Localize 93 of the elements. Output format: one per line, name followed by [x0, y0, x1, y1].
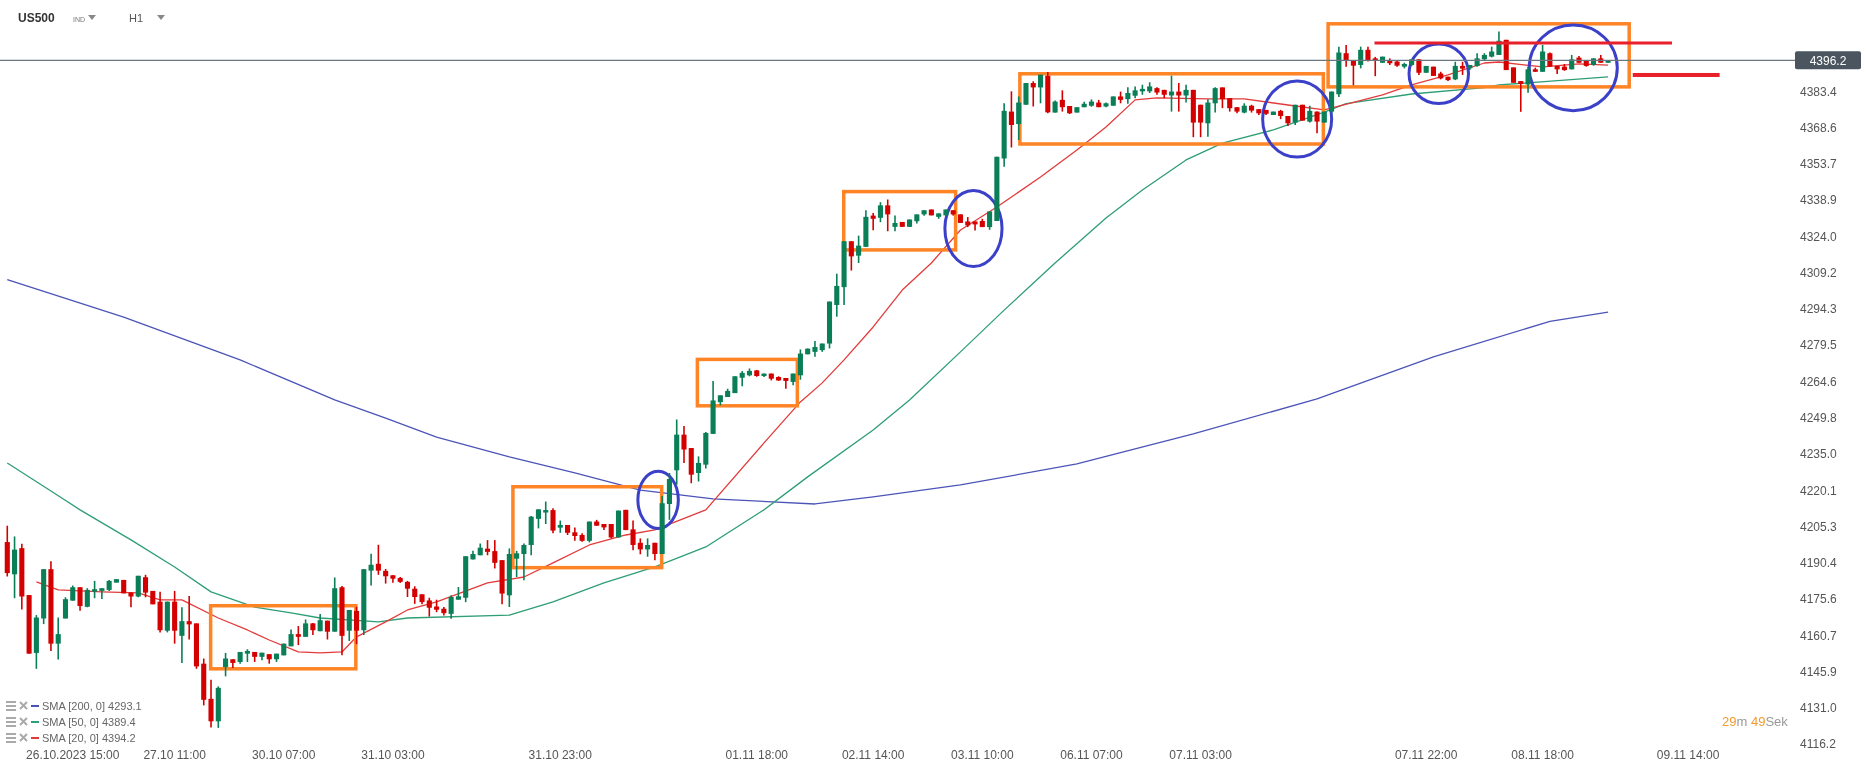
- candlestick: [543, 500, 549, 525]
- candlestick: [783, 377, 789, 390]
- x-tick-label: 27.10 11:00: [143, 748, 207, 762]
- candlestick: [1343, 44, 1349, 68]
- y-tick-label: 4116.2: [1800, 737, 1837, 752]
- candlestick: [521, 542, 527, 581]
- text: US500: [18, 11, 56, 25]
- candlestick: [987, 210, 993, 231]
- y-tick-label: 4294.3: [1800, 302, 1838, 317]
- candlestick: [1037, 73, 1044, 105]
- legend-label: SMA [50, 0] 4389.4: [42, 715, 136, 728]
- candlestick: [492, 539, 498, 570]
- candlestick: [1219, 86, 1225, 109]
- annotation: H1: [129, 12, 144, 24]
- candlestick: [1023, 82, 1029, 106]
- candlestick: [448, 594, 454, 620]
- candlestick: [1518, 80, 1524, 113]
- candlestick: [848, 240, 854, 272]
- candlestick: [55, 616, 61, 661]
- x-tick-label: 07.11 22:00: [1394, 748, 1458, 762]
- y-tick-label: 4235.0: [1800, 447, 1838, 462]
- y-tick-label: 4160.7: [1800, 628, 1838, 643]
- candlestick: [426, 596, 432, 618]
- y-tick-label: 4145.9: [1800, 664, 1838, 679]
- candlestick: [1008, 90, 1014, 149]
- y-tick-label: 4205.3: [1800, 519, 1838, 534]
- candlestick: [1059, 89, 1065, 113]
- x-tick-label: 30.10 07:00: [252, 748, 316, 762]
- y-tick-label: 4368.6: [1800, 120, 1838, 135]
- candlestick: [223, 652, 229, 678]
- candlestick: [797, 348, 803, 381]
- candlestick: [695, 455, 702, 483]
- x-tick-label: 01.11 18:00: [725, 748, 789, 762]
- candlestick: [630, 519, 636, 551]
- candlestick: [885, 198, 891, 233]
- candlestick: [1198, 103, 1204, 139]
- candlestick: [99, 587, 105, 600]
- candlestick: [186, 595, 192, 641]
- candlestick: [572, 526, 578, 542]
- y-tick-label: 4338.9: [1800, 193, 1838, 208]
- x-tick-label: 06.11 07:00: [1060, 748, 1124, 762]
- x-tick-label: 26.10.2023 15:00: [26, 748, 120, 762]
- candlestick: [972, 220, 978, 232]
- candlestick: [142, 573, 149, 599]
- candlestick: [877, 201, 883, 223]
- candlestick: [354, 605, 360, 645]
- candlestick: [208, 678, 214, 729]
- y-tick-label: 4264.6: [1800, 374, 1838, 389]
- y-tick-label: 4175.6: [1800, 592, 1838, 607]
- candlestick: [1205, 98, 1211, 138]
- x-tick-label: 31.10 03:00: [361, 748, 425, 762]
- candlestick: [1016, 95, 1022, 141]
- y-tick-label: 4131.0: [1800, 701, 1838, 716]
- y-tick-label: 4279.5: [1800, 338, 1838, 353]
- candlestick: [535, 508, 541, 530]
- candlestick: [375, 543, 381, 576]
- annotation: 29m 49Sek: [1722, 714, 1789, 729]
- candlestick: [368, 552, 374, 587]
- candlestick: [834, 272, 840, 318]
- candlestick: [514, 550, 520, 578]
- x-tick-label: 31.10 23:00: [528, 748, 593, 762]
- y-tick-label: 4309.2: [1800, 265, 1838, 280]
- y-tick-label: 4324.0: [1800, 229, 1838, 244]
- candlestick: [1030, 80, 1036, 108]
- x-tick-label: 02.11 14:00: [841, 748, 905, 762]
- ref-line-label: 4396.2: [1809, 53, 1847, 68]
- candlestick: [550, 507, 556, 535]
- candlestick: [1452, 60, 1458, 81]
- line-series: [6, 278, 1609, 505]
- y-tick-label: 4190.4: [1800, 556, 1838, 571]
- legend-label: SMA [200, 0] 4293.1: [42, 699, 142, 712]
- x-tick-label: 09.11 14:00: [1656, 748, 1720, 762]
- candlestick: [295, 625, 301, 646]
- legend-label: SMA [20, 0] 4394.2: [42, 731, 136, 744]
- y-tick-label: 4220.1: [1800, 483, 1838, 498]
- candlestick: [77, 586, 83, 612]
- y-tick-label: 4353.7: [1800, 157, 1838, 172]
- candlestick: [1525, 65, 1531, 94]
- candlestick: [1372, 56, 1378, 77]
- candlestick: [557, 519, 563, 534]
- y-tick-label: 4383.4: [1800, 84, 1838, 99]
- y-tick-label: 4249.8: [1800, 410, 1838, 425]
- candlestick: [870, 212, 876, 232]
- candlestick: [681, 425, 687, 464]
- candlestick: [1212, 86, 1218, 114]
- x-tick-label: 03.11 10:00: [951, 748, 1014, 762]
- x-tick-label: 07.11 03:00: [1169, 748, 1233, 762]
- candlestick: [346, 609, 352, 642]
- candlestick: [856, 234, 862, 264]
- candlestick: [179, 606, 185, 664]
- x-tick-label: 08.11 18:00: [1511, 748, 1575, 762]
- candlestick: [1540, 44, 1546, 73]
- candlestick: [645, 537, 651, 558]
